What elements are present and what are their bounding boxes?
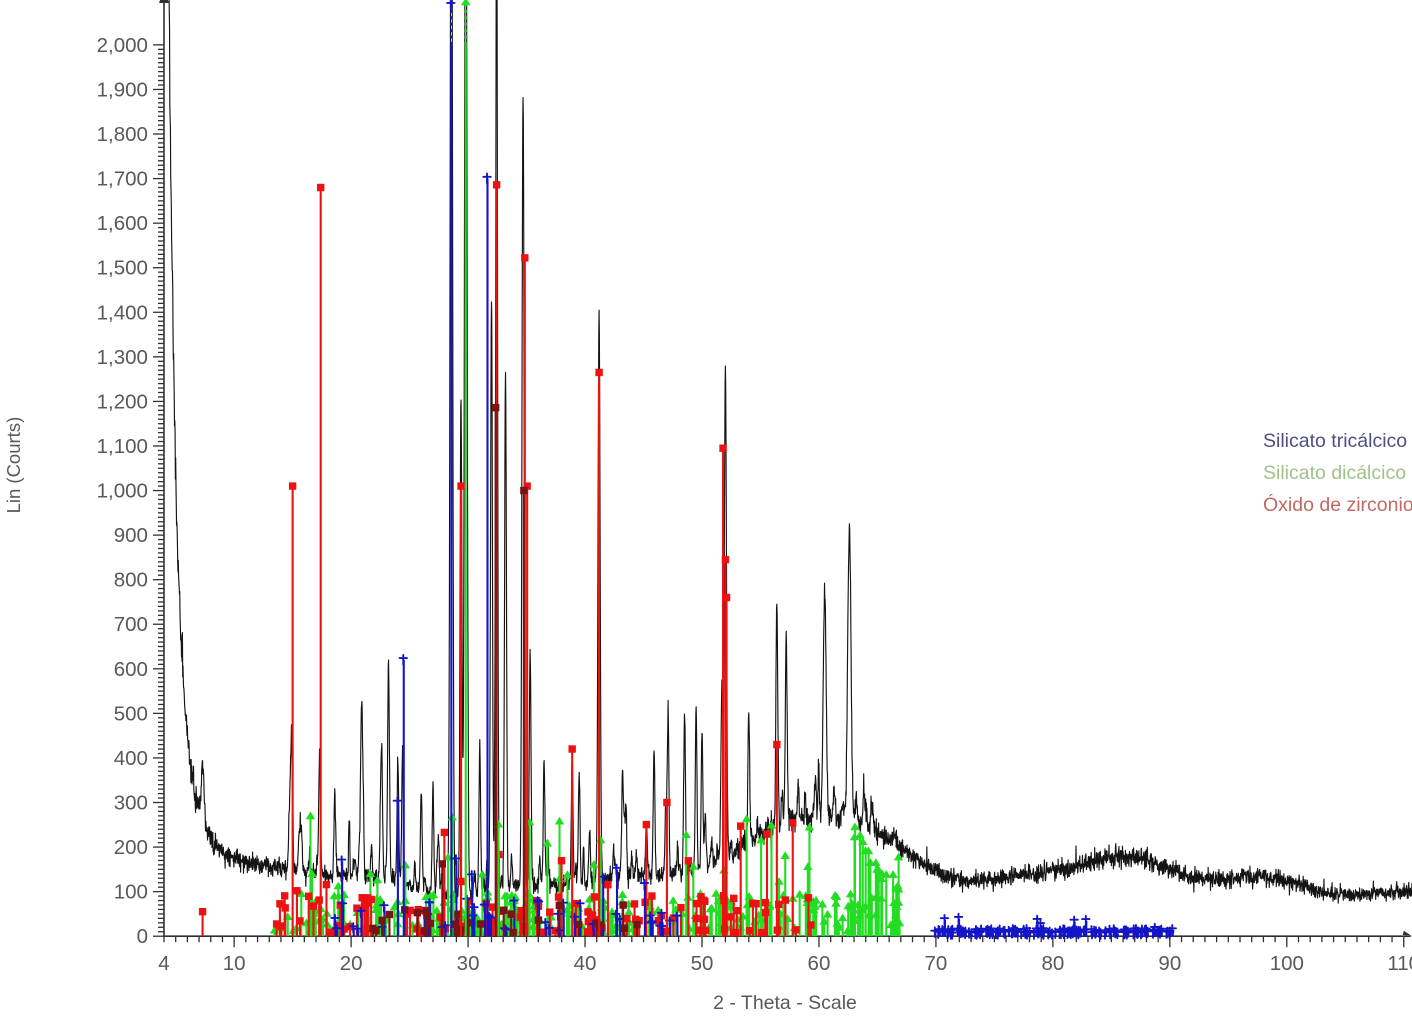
svg-text:30: 30: [457, 952, 480, 975]
svg-text:400: 400: [114, 747, 148, 770]
svg-text:Silicato dicálcico: Silicato dicálcico: [1263, 462, 1406, 484]
svg-text:200: 200: [114, 836, 148, 859]
svg-text:80: 80: [1041, 952, 1064, 975]
svg-text:100: 100: [114, 881, 148, 904]
svg-text:1,400: 1,400: [97, 301, 148, 324]
svg-text:40: 40: [574, 952, 597, 975]
svg-text:10: 10: [223, 952, 246, 975]
svg-text:1,200: 1,200: [97, 390, 148, 413]
svg-text:700: 700: [114, 613, 148, 636]
svg-text:100: 100: [1270, 952, 1304, 975]
svg-text:1,300: 1,300: [97, 346, 148, 369]
svg-text:Óxido de zirconio: Óxido de zirconio: [1263, 493, 1412, 516]
svg-text:300: 300: [114, 792, 148, 815]
svg-text:0: 0: [137, 925, 148, 948]
svg-text:1,000: 1,000: [97, 480, 148, 503]
svg-text:70: 70: [925, 952, 948, 975]
svg-text:Lin (Courts): Lin (Courts): [3, 417, 24, 514]
svg-text:1,500: 1,500: [97, 257, 148, 280]
svg-text:800: 800: [114, 569, 148, 592]
svg-text:1,700: 1,700: [97, 168, 148, 191]
svg-text:50: 50: [691, 952, 714, 975]
svg-text:20: 20: [340, 952, 363, 975]
svg-text:600: 600: [114, 658, 148, 681]
svg-text:60: 60: [808, 952, 831, 975]
svg-text:500: 500: [114, 702, 148, 725]
svg-text:2,000: 2,000: [97, 34, 148, 57]
svg-text:1,800: 1,800: [97, 123, 148, 146]
svg-text:900: 900: [114, 524, 148, 547]
svg-text:90: 90: [1158, 952, 1181, 975]
svg-text:2 - Theta - Scale: 2 - Theta - Scale: [713, 992, 857, 1014]
svg-text:Silicato tricálcico: Silicato tricálcico: [1263, 430, 1407, 452]
svg-text:110: 110: [1387, 952, 1412, 975]
svg-text:1,100: 1,100: [97, 435, 148, 458]
svg-text:1,600: 1,600: [97, 212, 148, 235]
svg-text:4: 4: [158, 952, 169, 975]
svg-text:1,900: 1,900: [97, 78, 148, 101]
